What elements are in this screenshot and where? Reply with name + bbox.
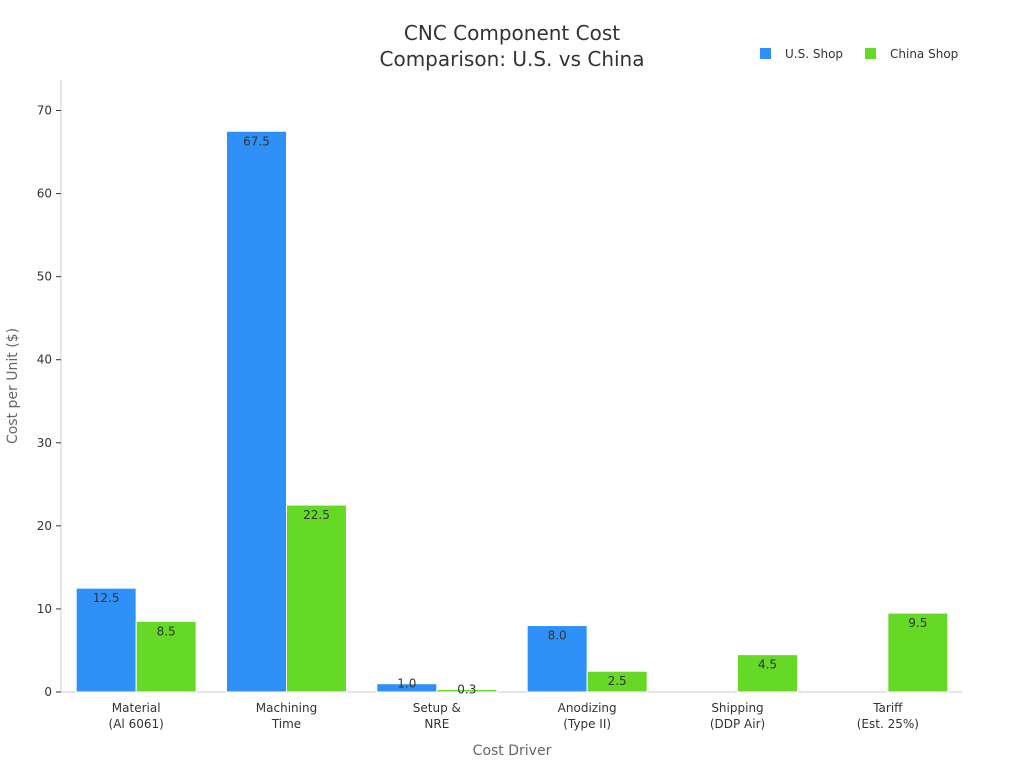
bar-u-s-shop-2 — [376, 683, 438, 693]
x-tick-label-line: Shipping — [711, 701, 763, 715]
data-label: 12.5 — [93, 591, 120, 605]
bar-china-shop-5 — [887, 612, 949, 693]
legend-label: China Shop — [890, 47, 958, 61]
y-tick-label: 50 — [37, 270, 52, 284]
y-tick-label: 30 — [37, 436, 52, 450]
data-labels: 12.5 67.5 1.0 8.0 8.5 22.5 0.3 2.5 4.5 9.5 — [93, 134, 928, 696]
y-tick-label: 10 — [37, 602, 52, 616]
x-tick-label: Anodizing (Type II) — [558, 701, 617, 731]
bar-china-shop-1 — [286, 504, 347, 693]
bar-china-shop-3 — [586, 670, 648, 693]
y-tick-label: 0 — [44, 685, 52, 699]
x-tick-label: Tariff (Est. 25%) — [857, 701, 919, 731]
chart-title-line-1: CNC Component Cost — [404, 21, 620, 45]
data-label: 1.0 — [397, 677, 416, 691]
x-tick-label-line: Setup & — [413, 701, 461, 715]
data-label: 2.5 — [608, 674, 627, 688]
x-tick-label-line: (Al 6061) — [109, 717, 164, 731]
bar-china-shop-4 — [737, 654, 798, 693]
y-tick-label: 70 — [37, 104, 52, 118]
x-axis-title: Cost Driver — [473, 743, 552, 759]
x-axis: Material (Al 6061) Machining Time Setup & NRE… — [61, 691, 963, 731]
x-tick-label: Shipping (DDP Air) — [710, 701, 765, 731]
legend-swatch — [760, 48, 771, 59]
bar-u-s-shop-1 — [226, 130, 287, 693]
y-tick-label: 60 — [37, 187, 52, 201]
y-axis: 0 10 20 30 40 50 60 70 — [37, 80, 62, 699]
x-tick-label-line: (Type II) — [563, 717, 611, 731]
y-axis-title: Cost per Unit ($) — [5, 328, 21, 444]
bars — [75, 130, 949, 693]
data-label: 22.5 — [303, 508, 330, 522]
data-label: 0.3 — [457, 683, 476, 697]
data-label: 9.5 — [908, 616, 927, 630]
x-tick-label: Setup & NRE — [413, 701, 461, 731]
x-tick-label-line: Material — [112, 701, 161, 715]
x-tick-label-line: Anodizing — [558, 701, 617, 715]
x-tick-label-line: Time — [271, 717, 301, 731]
legend: U.S. Shop China Shop — [760, 47, 958, 61]
bar-china-shop-0 — [135, 620, 197, 693]
x-tick-label-line: Machining — [256, 701, 317, 715]
bar-u-s-shop-3 — [526, 625, 588, 693]
x-tick-label-line: Tariff — [872, 701, 903, 715]
bar-china-shop-2 — [436, 689, 498, 693]
data-label: 8.0 — [548, 629, 567, 643]
x-tick-label-line: (Est. 25%) — [857, 717, 919, 731]
x-tick-label-line: (DDP Air) — [710, 717, 765, 731]
y-tick-label: 20 — [37, 519, 52, 533]
x-tick-label-line: NRE — [424, 717, 449, 731]
x-tick-label: Material (Al 6061) — [109, 701, 164, 731]
x-tick-label: Machining Time — [256, 701, 317, 731]
data-label: 8.5 — [157, 624, 176, 638]
data-label: 4.5 — [758, 658, 777, 672]
chart-title-line-2: Comparison: U.S. vs China — [380, 47, 645, 71]
data-label: 67.5 — [243, 134, 270, 148]
legend-swatch — [865, 48, 876, 59]
y-tick-label: 40 — [37, 353, 52, 367]
legend-label: U.S. Shop — [785, 47, 843, 61]
